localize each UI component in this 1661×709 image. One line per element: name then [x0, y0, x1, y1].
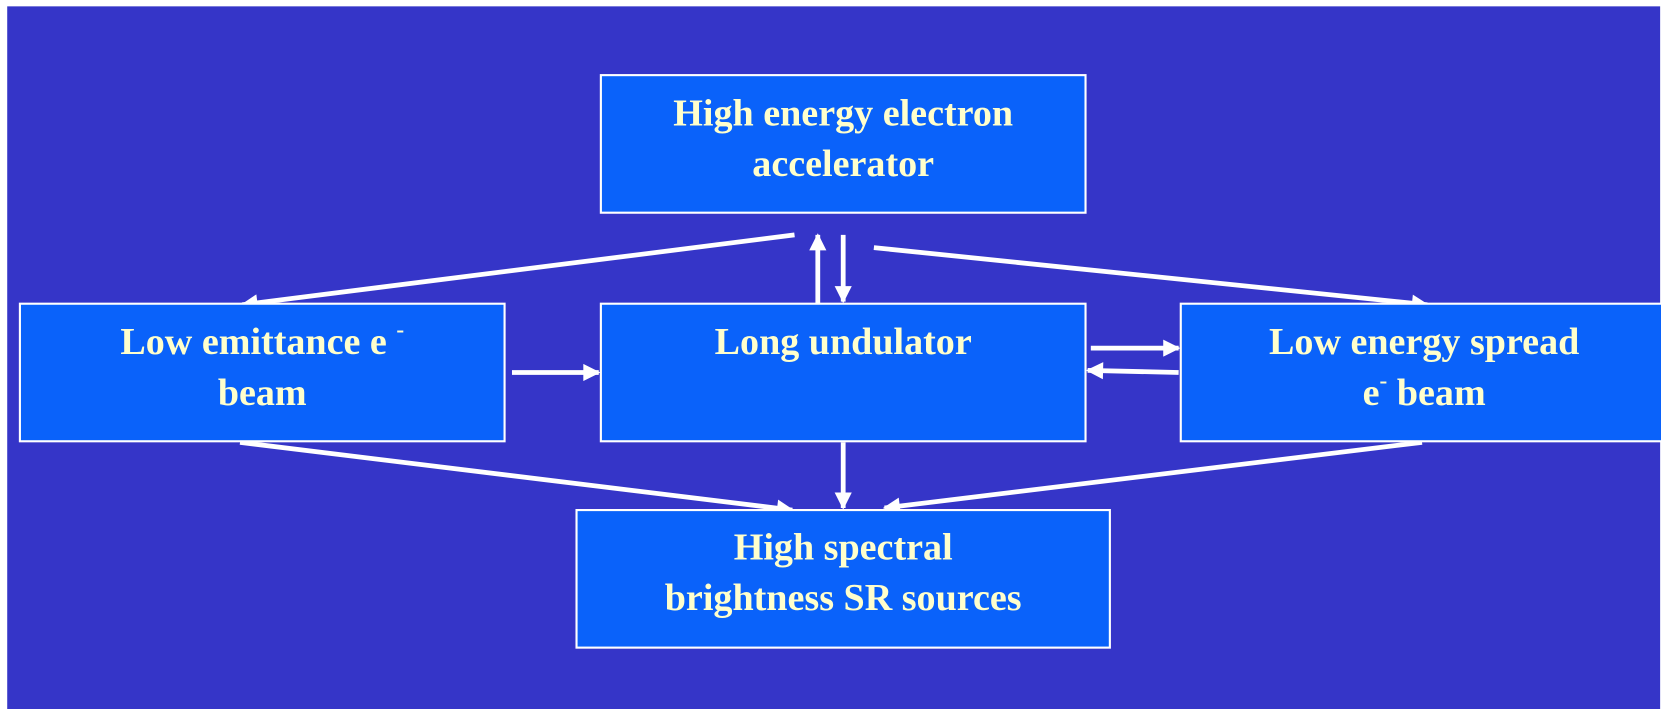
- node: High spectral brightness SR sources: [575, 508, 1111, 649]
- text: High spectral: [734, 526, 953, 568]
- arrow: [240, 232, 795, 312]
- nodes: High energy electron accelerator Low emitt…: [18, 74, 1661, 649]
- node-box: [575, 508, 1111, 649]
- arrow: [239, 439, 795, 517]
- node-label: brightness SR sources: [665, 577, 1022, 619]
- node-label: accelerator: [752, 143, 934, 185]
- node-label: e- beam: [1363, 368, 1486, 413]
- text: e: [1363, 372, 1380, 414]
- node: High energy electron accelerator: [599, 74, 1087, 214]
- superscript: -: [1380, 368, 1388, 394]
- node-label: High energy electron: [673, 92, 1013, 134]
- arrows: [239, 232, 1430, 517]
- text: beam: [218, 372, 307, 414]
- text: Low emittance e: [120, 321, 396, 363]
- text: beam: [1387, 372, 1486, 414]
- node-label: Low energy spread: [1269, 321, 1579, 363]
- arrow: [1085, 362, 1179, 380]
- text: Long undulator: [715, 321, 972, 363]
- arrow: [873, 245, 1430, 312]
- node: Long undulator: [599, 302, 1087, 443]
- text: High energy electron: [673, 92, 1013, 134]
- node-box: [18, 302, 506, 443]
- node-label: Long undulator: [715, 321, 972, 363]
- superscript: -: [396, 317, 404, 343]
- node-label: Low emittance e -: [120, 317, 404, 362]
- arrow: [882, 439, 1423, 515]
- node-box: [599, 74, 1087, 214]
- node-label: High spectral: [734, 526, 953, 568]
- node: Low energy spread e- beam: [1179, 302, 1661, 443]
- node-box: [599, 302, 1087, 443]
- text: Low energy spread: [1269, 321, 1579, 363]
- node-label: beam: [218, 372, 307, 414]
- text: accelerator: [752, 143, 934, 185]
- text: brightness SR sources: [665, 577, 1022, 619]
- node: Low emittance e - beam: [18, 302, 506, 443]
- node-box: [1179, 302, 1661, 443]
